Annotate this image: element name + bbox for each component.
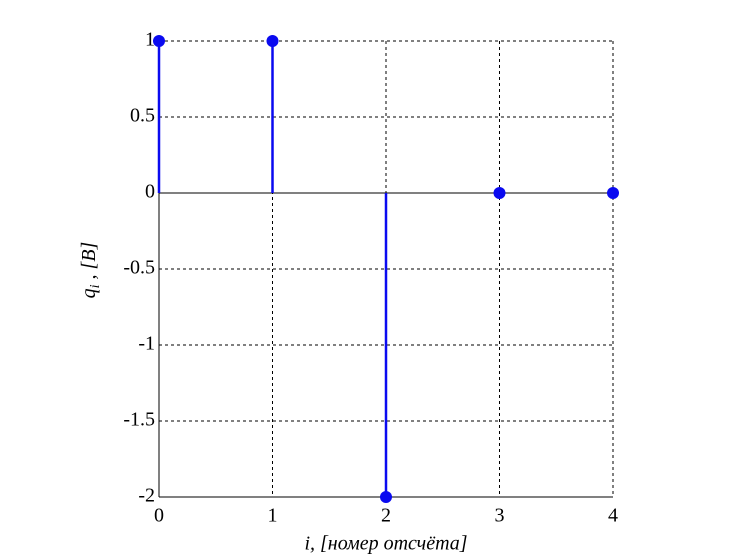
x-tick-label: 1 xyxy=(268,505,278,527)
stem-marker xyxy=(380,491,392,503)
x-tick-label: 4 xyxy=(608,505,618,527)
y-label-main: q xyxy=(78,288,100,298)
x-tick-label: 0 xyxy=(154,505,164,527)
y-tick-label: 1 xyxy=(145,29,155,51)
y-label-sub: i xyxy=(88,284,103,288)
y-label-rest: , [B] xyxy=(78,242,100,285)
y-axis-label: qi , [B] xyxy=(78,242,104,299)
y-tick-label: 0.5 xyxy=(130,105,155,127)
y-tick-label: 0 xyxy=(145,181,155,203)
stem-marker xyxy=(153,35,165,47)
y-tick-label: -0.5 xyxy=(123,257,155,279)
stem-marker xyxy=(266,35,279,47)
y-tick-label: -1 xyxy=(138,333,155,355)
x-axis-label: i, [номер отсчёта] xyxy=(304,533,467,555)
y-tick-label: -1.5 xyxy=(123,409,155,431)
x-tick-label: 2 xyxy=(381,505,391,527)
y-tick-label: -2 xyxy=(138,485,155,507)
stem-marker xyxy=(493,187,506,199)
x-tick-label: 3 xyxy=(495,505,505,527)
stem-marker xyxy=(607,187,619,199)
